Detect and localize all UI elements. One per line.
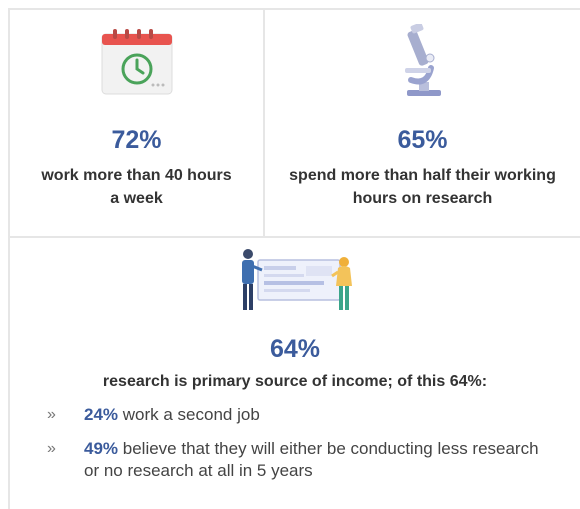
researchers-board-icon [242,249,352,310]
detail-text: believe that they will either be conduct… [84,439,539,480]
stat-percent-income: 64% [269,335,321,363]
list-item: » 24% work a second job [47,404,557,426]
detail-percent: 24% [84,405,119,424]
bullet-glyph: » [47,440,56,457]
detail-text: work a second job [122,405,260,424]
stat-percent-hours: 72% [111,126,162,154]
calendar-clock-icon [101,29,173,95]
microscope-icon [405,24,441,96]
stat-percent-research-time: 65% [397,126,448,154]
list-item: » 49% believe that they will either be c… [47,438,557,482]
detail-percent: 49% [84,439,119,458]
income-details-list: » 24% work a second job » 49% believe th… [47,404,557,494]
stat-text-hours: work more than 40 hours a week [41,167,232,207]
stat-text-income: research is primary source of income; of… [102,373,488,390]
bullet-glyph: » [47,406,56,423]
stat-text-research-time: spend more than half their working hours… [289,167,556,207]
